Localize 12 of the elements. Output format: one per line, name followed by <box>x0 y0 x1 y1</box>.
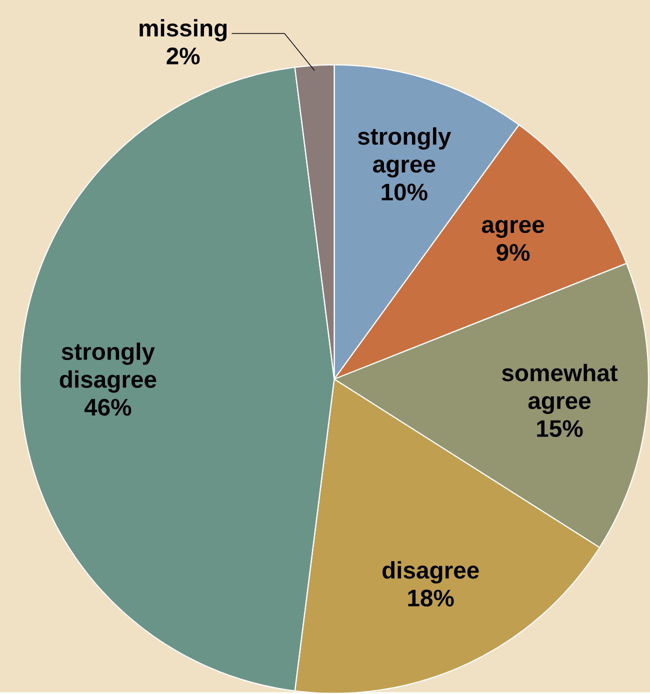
slice-label: somewhat agree <box>502 364 618 414</box>
slice-label: disagree <box>382 561 479 584</box>
slice-label: strongly agree <box>358 127 451 178</box>
slice-label: strongly disagree <box>60 342 156 393</box>
data-label: 10% <box>382 184 428 201</box>
data-label: 9% <box>496 244 530 261</box>
data-label: 46% <box>84 398 131 416</box>
data-label: 2% <box>166 48 200 64</box>
data-label: 15% <box>536 420 582 437</box>
slice-label: agree <box>482 220 544 238</box>
slice-label: missing <box>139 19 226 42</box>
data-label: 18% <box>408 590 454 607</box>
